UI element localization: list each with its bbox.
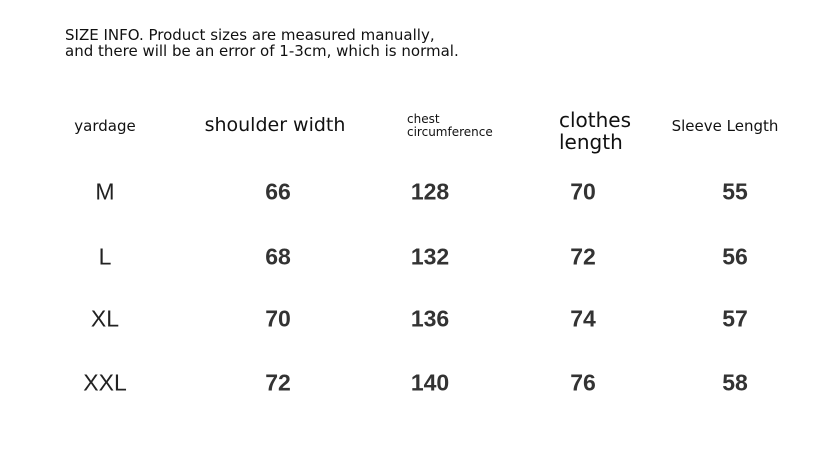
header-shoulder-width: shoulder width [204, 114, 346, 136]
cell-shoulder-width: 66 [265, 178, 291, 205]
size-info-note: SIZE INFO. Product sizes are measured ma… [65, 26, 459, 60]
header-chest-line2: circumference [407, 125, 493, 139]
cell-sleeve-length: 58 [722, 369, 748, 396]
cell-shoulder-width: 70 [265, 305, 291, 332]
cell-shoulder-width: 72 [265, 369, 291, 396]
cell-chest-circumference: 136 [410, 305, 450, 332]
header-chest-line1: chest [407, 112, 440, 126]
header-chest-circumference: chest circumference [407, 113, 493, 139]
cell-size: XL [90, 305, 120, 332]
cell-sleeve-length: 55 [722, 178, 748, 205]
cell-clothes-length: 76 [570, 369, 596, 396]
cell-sleeve-length: 57 [722, 305, 748, 332]
cell-shoulder-width: 68 [265, 243, 291, 270]
cell-size: M [95, 178, 115, 205]
cell-clothes-length: 72 [570, 243, 596, 270]
cell-size: XXL [83, 369, 127, 396]
header-sleeve-length: Sleeve Length [671, 117, 779, 135]
header-clothes-line2: length [559, 130, 623, 154]
cell-sleeve-length: 56 [722, 243, 748, 270]
cell-chest-circumference: 140 [410, 369, 450, 396]
cell-size: L [98, 243, 112, 270]
cell-chest-circumference: 128 [410, 178, 450, 205]
cell-clothes-length: 74 [570, 305, 596, 332]
header-yardage: yardage [74, 117, 136, 135]
header-clothes-line1: clothes [559, 108, 632, 132]
header-clothes-length: clothes length [559, 109, 631, 153]
cell-clothes-length: 70 [570, 178, 596, 205]
cell-chest-circumference: 132 [410, 243, 450, 270]
